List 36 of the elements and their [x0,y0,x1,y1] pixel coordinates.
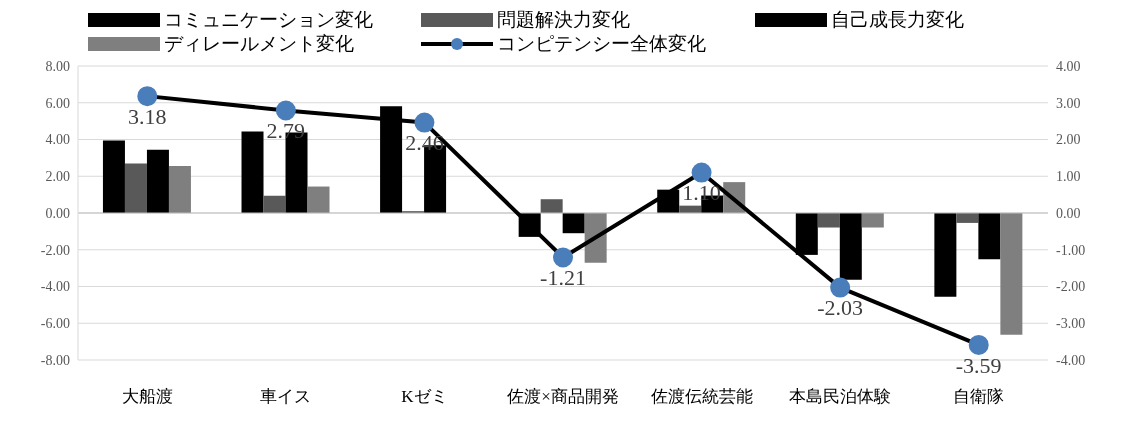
x-tick-label: 本島民泊体験 [789,387,892,407]
y-tick-label: -4.00 [40,279,70,295]
y2-tick-label: 1.00 [1056,169,1081,185]
x-tick-label: Kゼミ [401,387,448,407]
x-tick-label: 佐渡伝統芸能 [650,387,753,407]
data-label: 3.18 [128,103,167,129]
y2-tick-label: 0.00 [1056,205,1081,221]
legend-label: 問題解決力変化 [497,8,631,32]
y2-tick-label: 4.00 [1056,58,1081,74]
data-label: 1.10 [682,180,721,206]
y-tick-label: -8.00 [40,352,70,368]
legend-label: コミュニケーション変化 [164,8,373,32]
y-tick-label: 8.00 [45,58,70,74]
y2-tick-label: 2.00 [1056,132,1081,148]
legend-label: 自己成長力変化 [830,8,964,32]
x-tick-label: 自衛隊 [953,387,1005,407]
y2-tick-label: -2.00 [1056,279,1086,295]
y-tick-label: 2.00 [45,169,70,185]
data-label: -3.59 [955,352,1002,378]
data-label: 2.79 [266,118,306,144]
y-tick-label: -6.00 [40,316,70,332]
y-tick-label: 0.00 [45,205,70,221]
y2-tick-label: -3.00 [1056,316,1086,332]
x-tick-label: 佐渡×商品開発 [507,387,619,407]
y-tick-label: -2.00 [40,242,70,258]
y2-tick-label: -4.00 [1056,352,1086,368]
legend-label: コンピテンシー全体変化 [497,32,707,56]
x-tick-label: 大船渡 [121,387,173,407]
x-tick-label: 車イス [260,387,312,407]
y-tick-label: 4.00 [45,132,70,148]
y-tick-label: 6.00 [45,95,70,111]
legend-label: ディレールメント変化 [164,32,354,56]
data-label: -1.21 [540,265,586,291]
y2-tick-label: -1.00 [1056,242,1086,258]
y2-tick-label: 3.00 [1056,95,1081,111]
data-label: -2.03 [817,295,864,321]
